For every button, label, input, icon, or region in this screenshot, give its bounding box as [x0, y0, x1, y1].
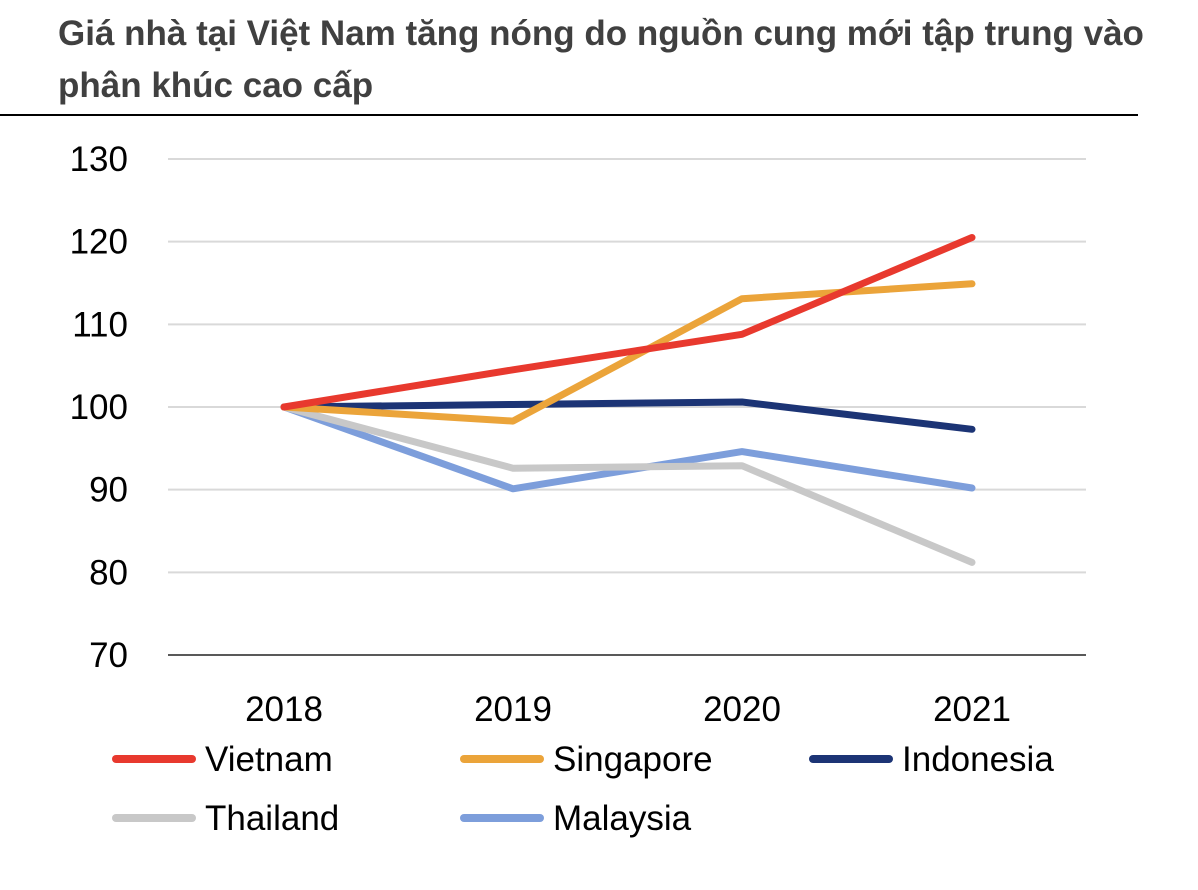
legend: Vietnam Singapore Indonesia Thailand Malaysi…: [112, 740, 1054, 838]
chart-title: Giá nhà tại Việt Nam tăng nóng do nguồn …: [58, 14, 1144, 105]
y-tick-label: 90: [89, 471, 128, 510]
series-line-thailand: [280, 403, 976, 566]
y-tick-label: 110: [72, 305, 128, 344]
legend-label-thailand: Thailand: [205, 799, 339, 838]
title-divider: [0, 114, 1138, 116]
y-tick-label: 70: [89, 636, 128, 675]
series-line-indonesia: [280, 398, 976, 433]
legend-label-indonesia: Indonesia: [902, 740, 1054, 779]
x-axis-ticks: 2018 2019 2020 2021: [245, 690, 1011, 729]
x-tick-label: 2021: [933, 690, 1011, 729]
y-tick-label: 130: [70, 140, 128, 179]
y-tick-label: 100: [70, 388, 128, 427]
legend-label-vietnam: Vietnam: [205, 740, 333, 779]
series-line-vietnam: [280, 234, 976, 411]
series-lines: [280, 234, 976, 566]
y-tick-label: 120: [70, 223, 128, 262]
legend-label-malaysia: Malaysia: [553, 799, 692, 838]
series-line-singapore: [280, 280, 976, 425]
y-tick-label: 80: [89, 553, 128, 592]
x-tick-label: 2018: [245, 690, 323, 729]
x-tick-label: 2019: [474, 690, 552, 729]
x-tick-label: 2020: [703, 690, 781, 729]
y-axis-ticks: 70 80 90 100 110 120 130: [70, 140, 128, 675]
legend-label-singapore: Singapore: [553, 740, 713, 779]
